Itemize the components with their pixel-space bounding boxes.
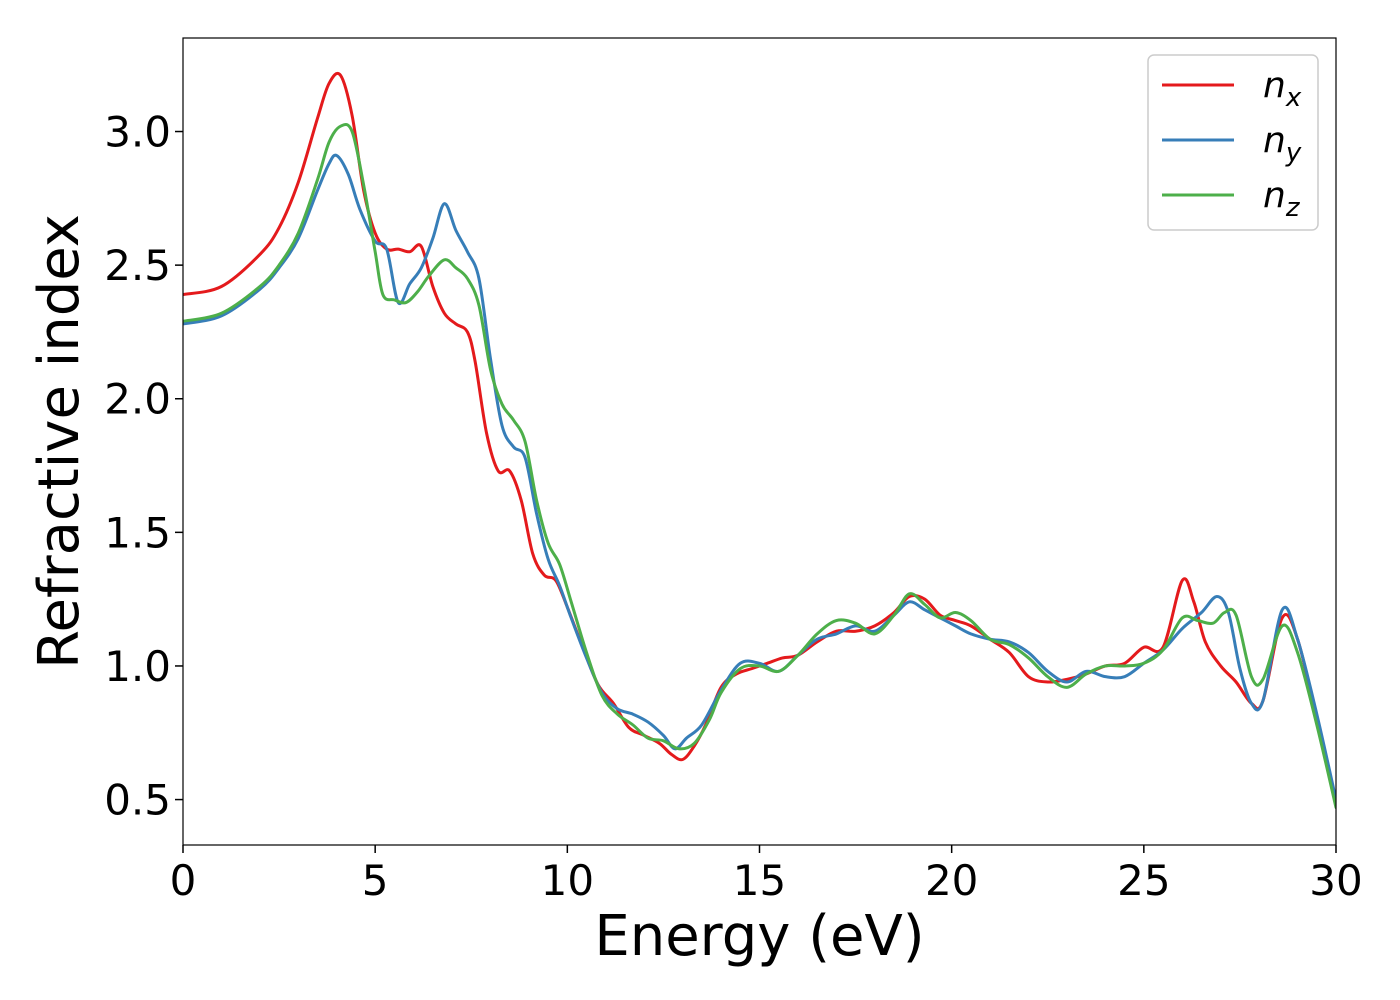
x-tick-label: 0 bbox=[170, 856, 197, 905]
y-tick-label: 2.0 bbox=[104, 375, 171, 424]
x-tick-label: 10 bbox=[541, 856, 594, 905]
legend-label-nz: nz bbox=[1263, 175, 1301, 223]
y-tick-label: 1.0 bbox=[104, 642, 171, 691]
series-line-nz bbox=[183, 123, 1336, 810]
legend-box bbox=[1147, 54, 1319, 231]
x-tick-label: 15 bbox=[733, 856, 786, 905]
y-axis-title: Refractive index bbox=[27, 214, 92, 669]
y-tick-label: 2.5 bbox=[104, 241, 171, 290]
y-tick-label: 3.0 bbox=[104, 108, 171, 157]
x-tick-label: 20 bbox=[925, 856, 978, 905]
y-tick-label: 1.5 bbox=[104, 508, 171, 557]
y-tick-label: 0.5 bbox=[104, 776, 171, 825]
plot-area bbox=[183, 71, 1336, 810]
series-line-ny bbox=[183, 153, 1336, 802]
legend-label-nx: nx bbox=[1263, 65, 1302, 113]
axes: 0 5 10 15 20 25 30 0.5 1.0 1.5 2.0 2.5 3.0 Energy (eV… bbox=[27, 37, 1363, 969]
x-tick-label: 25 bbox=[1117, 856, 1170, 905]
legend-label-ny: ny bbox=[1263, 120, 1302, 168]
legend: nx ny nz bbox=[1147, 54, 1319, 231]
x-axis-title: Energy (eV) bbox=[594, 904, 924, 969]
x-tick-label: 5 bbox=[362, 856, 389, 905]
x-tick-label: 30 bbox=[1309, 856, 1362, 905]
